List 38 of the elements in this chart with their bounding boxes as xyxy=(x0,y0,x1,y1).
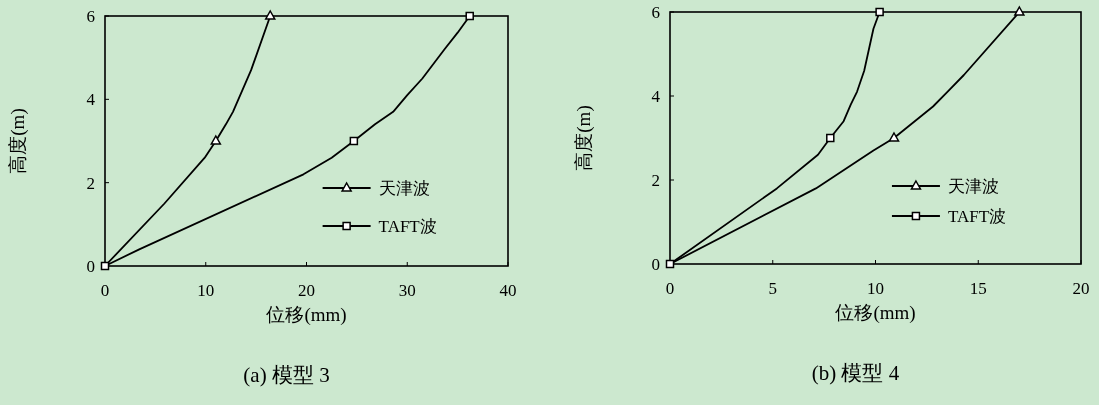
point xyxy=(100,261,110,271)
legend-label: 天津波 xyxy=(947,177,999,196)
point xyxy=(665,259,675,269)
x-tick-label: 10 xyxy=(867,279,884,298)
x-axis-title: 位移(mm) xyxy=(266,304,347,326)
text: (a) 模型 3 xyxy=(243,363,330,387)
x-axis-title: 位移(mm) xyxy=(835,302,916,324)
point xyxy=(826,133,835,143)
y-tick-label: 6 xyxy=(651,3,660,22)
y-tick-label: 0 xyxy=(86,257,95,276)
x-tick-label: 20 xyxy=(298,281,315,300)
point xyxy=(875,7,884,17)
legend-label: TAFT波 xyxy=(947,207,1007,226)
point xyxy=(1014,6,1025,16)
point xyxy=(210,135,222,145)
y-tick-label: 4 xyxy=(86,90,96,110)
text: (b) 模型 4 xyxy=(811,361,900,385)
x-tick-label: 15 xyxy=(969,279,987,298)
y-tick-label: 6 xyxy=(86,7,95,26)
y-tick-label: 2 xyxy=(651,171,660,190)
x-tick-label: 0 xyxy=(665,279,675,298)
legend-label: 天津波 xyxy=(378,179,430,198)
point xyxy=(465,11,474,21)
point xyxy=(264,10,276,20)
y-axis-title: 高度(m) xyxy=(573,105,595,171)
x-tick-label: 20 xyxy=(1072,279,1090,298)
y-tick-label: 4 xyxy=(651,87,661,106)
x-tick-label: 0 xyxy=(100,281,110,300)
point xyxy=(888,132,900,142)
y-tick-label: 2 xyxy=(86,173,95,193)
x-tick-label: 40 xyxy=(499,281,517,300)
x-tick-label: 30 xyxy=(398,281,416,300)
legend-label: TAFT波 xyxy=(378,217,437,236)
point xyxy=(349,136,359,146)
y-tick-label: 0 xyxy=(651,255,660,274)
x-tick-label: 10 xyxy=(197,281,215,300)
y-axis-title: 高度(m) xyxy=(7,108,29,174)
x-tick-label: 5 xyxy=(768,279,777,298)
